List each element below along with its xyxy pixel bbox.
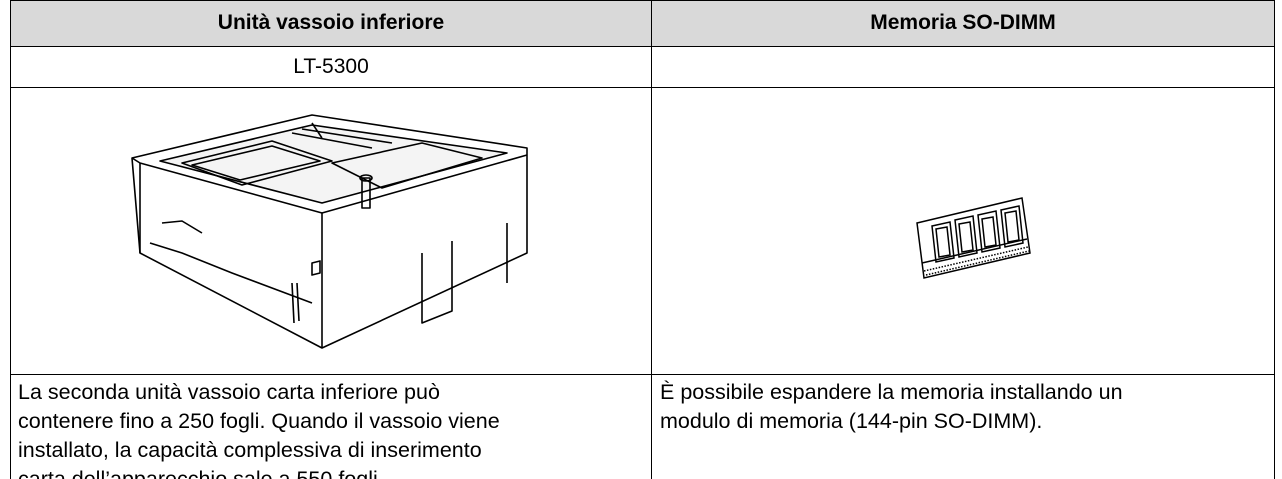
description-line: La seconda unità vassoio carta inferiore… [18, 380, 440, 404]
description-line: contenere fino a 250 fogli. Quando il va… [18, 409, 500, 433]
row-divider [10, 87, 1275, 88]
description-line: carta dell’apparecchio sale a 550 fogli. [18, 467, 384, 479]
column-header: Memoria SO-DIMM [652, 0, 1274, 46]
row-divider [10, 374, 1275, 375]
column-divider [651, 0, 652, 479]
model-name: LT-5300 [293, 55, 369, 78]
description: È possibile espandere la memoria install… [660, 378, 1123, 436]
tray-illustration [131, 114, 528, 349]
row-divider [10, 46, 1275, 47]
description: La seconda unità vassoio carta inferiore… [18, 378, 500, 479]
column-header: Unità vassoio inferiore [11, 0, 651, 46]
description-line: installato, la capacità complessiva di i… [18, 438, 482, 462]
table-border [10, 0, 1275, 479]
description-line: È possibile espandere la memoria install… [660, 380, 1123, 404]
description-line: modulo di memoria (144-pin SO-DIMM). [660, 409, 1043, 433]
memory-illustration [916, 197, 1031, 279]
